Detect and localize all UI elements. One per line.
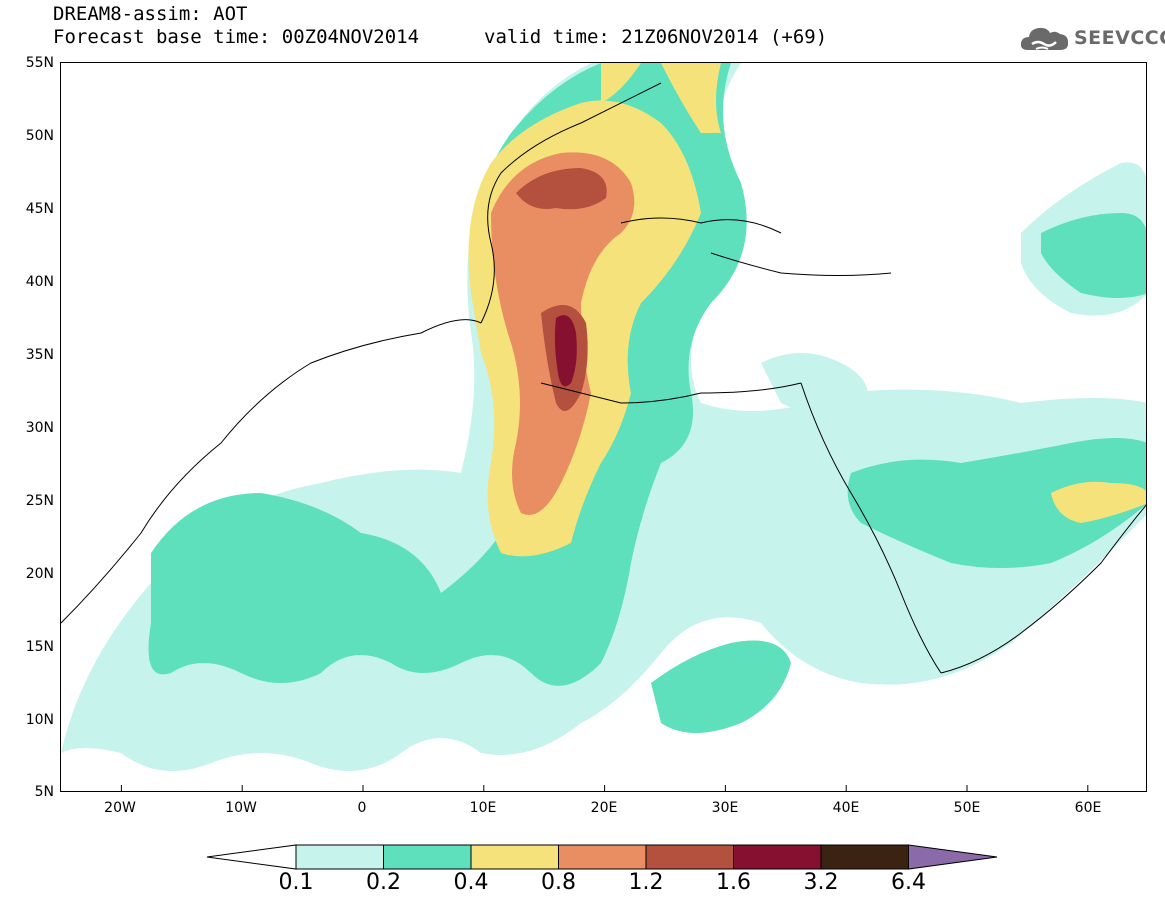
map-plot-area [60,62,1147,792]
lon-label-40e: 40E [832,800,860,816]
lat-label-10n: 10N [25,712,54,728]
map-title: DREAM8-assim: AOT [53,3,248,25]
colorbar-tick-0.8: 0.8 [541,870,576,895]
colorbar-bin-7 [820,844,909,870]
lon-label-10e: 10E [469,800,497,816]
axis-ticks [120,785,1089,791]
colorbar-tick-6.4: 6.4 [891,870,926,895]
lat-label-35n: 35N [25,347,54,363]
forecast-base-time: Forecast base time: 00Z04NOV2014 [53,26,420,48]
colorbar-bin-6 [733,844,822,870]
colorbar-bin-5 [645,844,734,870]
aot-field [61,63,1146,791]
lat-label-55n: 55N [25,55,54,71]
lon-label-50e: 50E [953,800,981,816]
lat-label-15n: 15N [25,639,54,655]
colorbar [206,844,998,870]
lon-label-60e: 60E [1074,800,1102,816]
cloud-icon [1020,27,1069,50]
lat-label-40n: 40N [25,274,54,290]
lon-label-30e: 30E [711,800,739,816]
lon-label-20e: 20E [590,800,618,816]
aot-layer-1.6 [554,315,577,387]
seevccc-logo: SEEVCCC [1018,20,1165,56]
lat-label-25n: 25N [25,493,54,509]
colorbar-tick-1.2: 1.2 [628,870,664,895]
lon-label-20w: 20W [104,800,136,816]
lon-label-10w: 10W [225,800,257,816]
colorbar-tick-0.1: 0.1 [278,870,314,895]
lat-label-20n: 20N [25,566,54,582]
valid-time: valid time: 21Z06NOV2014 (+69) [484,26,828,48]
colorbar-bin-3 [470,844,559,870]
colorbar-tick-3.2: 3.2 [803,870,839,895]
colorbar-tick-0.4: 0.4 [453,870,489,895]
colorbar-over-arrow [908,844,998,870]
colorbar-bin-4 [558,844,647,870]
colorbar-bin-1 [295,844,384,870]
colorbar-bin-2 [383,844,472,870]
colorbar-tick-1.6: 1.6 [716,870,751,895]
lat-label-45n: 45N [25,201,54,217]
colorbar-tick-0.2: 0.2 [366,870,401,895]
lat-label-5n: 5N [34,784,54,800]
logo-text: SEEVCCC [1074,27,1165,49]
colorbar-under-arrow [206,844,297,870]
lat-label-30n: 30N [25,420,54,436]
coastlines [61,82,1146,674]
lon-label-0: 0 [357,800,367,816]
lat-label-50n: 50N [25,128,54,144]
